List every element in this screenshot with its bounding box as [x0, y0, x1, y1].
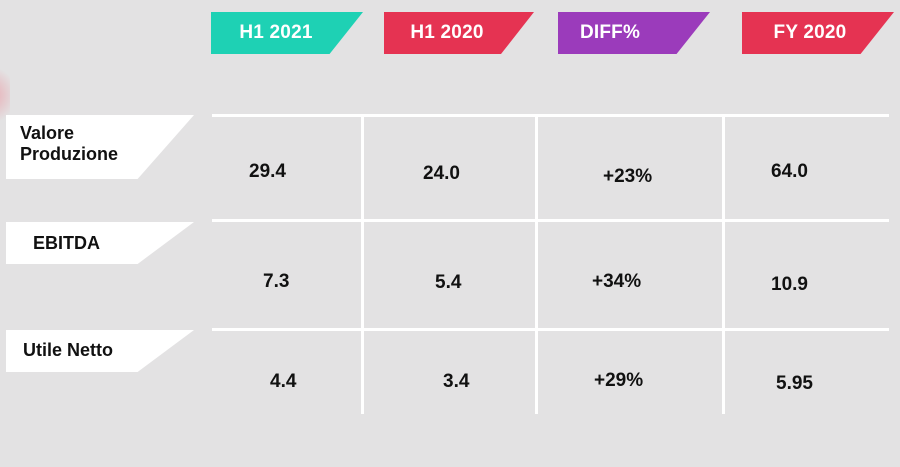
column-header-label: H1 2021: [239, 22, 313, 43]
row-label-valore-produzione: Valore Produzione: [6, 115, 194, 179]
column-header-label: DIFF%: [579, 22, 641, 43]
grid-line-horizontal: [212, 114, 889, 117]
row-label-utile-netto: Utile Netto: [6, 330, 194, 372]
grid-line-horizontal: [212, 219, 889, 222]
column-header-h1-2020: H1 2020: [384, 12, 534, 54]
cell-valore-produzione-fy-2020: 64.0: [771, 161, 808, 182]
cell-utile-netto-fy-2020: 5.95: [776, 373, 813, 394]
grid-line-horizontal: [212, 328, 889, 331]
column-header-label: H1 2020: [410, 22, 484, 43]
row-label-ebitda: EBITDA: [6, 222, 194, 264]
grid-line-vertical: [535, 114, 538, 414]
column-header-fy-2020: FY 2020: [742, 12, 894, 54]
row-label-text: Utile Netto: [23, 340, 113, 360]
cell-ebitda-h1-2021: 7.3: [263, 271, 290, 292]
cell-valore-produzione-diff: +23%: [603, 166, 653, 187]
cell-utile-netto-h1-2021: 4.4: [270, 371, 297, 392]
cell-ebitda-h1-2020: 5.4: [435, 272, 462, 293]
cell-utile-netto-diff: +29%: [594, 370, 644, 391]
row-label-line: Produzione: [20, 144, 118, 164]
cell-ebitda-fy-2020: 10.9: [771, 274, 808, 295]
grid-line-vertical: [361, 114, 364, 414]
cell-ebitda-diff: +34%: [592, 271, 642, 292]
cell-utile-netto-h1-2020: 3.4: [443, 371, 470, 392]
row-label-text: EBITDA: [33, 233, 100, 253]
cell-valore-produzione-h1-2020: 24.0: [423, 163, 460, 184]
column-header-h1-2021: H1 2021: [211, 12, 363, 54]
grid-line-vertical: [722, 114, 725, 414]
row-label-line: Valore: [20, 123, 75, 143]
column-header-label: FY 2020: [773, 22, 847, 43]
column-header-diff-percent: DIFF%: [558, 12, 710, 54]
cell-valore-produzione-h1-2021: 29.4: [249, 161, 286, 182]
decorative-edge-accent: [0, 60, 10, 130]
